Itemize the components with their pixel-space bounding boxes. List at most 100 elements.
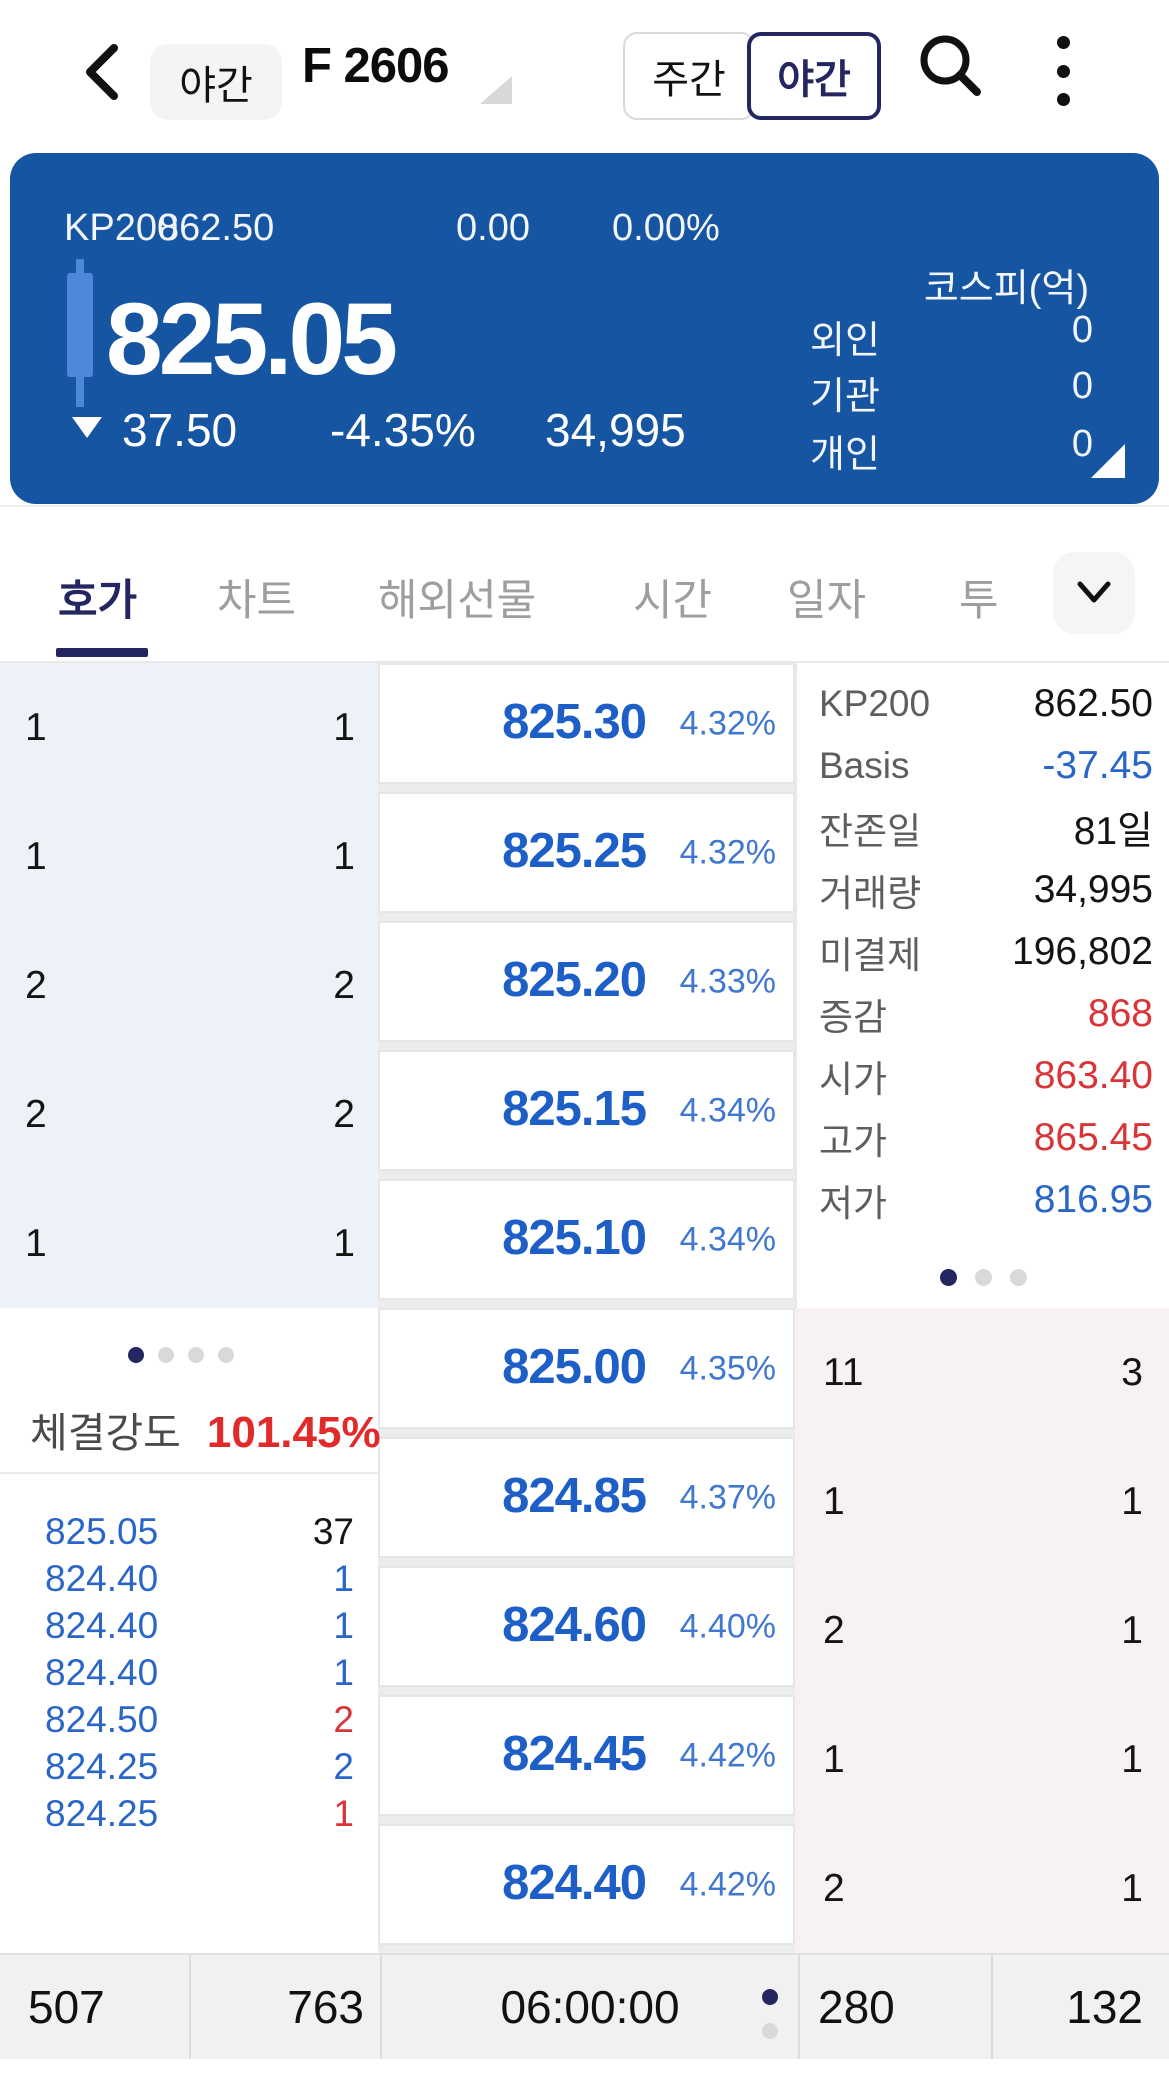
trade-price: 824.25 bbox=[45, 1792, 159, 1834]
trade-tick-panel[interactable]: 체결강도 101.45% 825.05 37 824.40 1 824.40 1… bbox=[0, 1308, 381, 1953]
bid-qty-a: 1 bbox=[823, 1737, 845, 1781]
contract-info-panel[interactable]: KP200 862.50 Basis -37.45 잔존일 81일 거래량 34… bbox=[795, 663, 1169, 1308]
price-pct: 4.33% bbox=[679, 962, 776, 1000]
price: 824.40 bbox=[502, 1855, 647, 1910]
page-dot-active[interactable] bbox=[939, 1269, 957, 1286]
info-row: 증감 868 bbox=[797, 983, 1169, 1045]
price-pct: 4.34% bbox=[679, 1091, 776, 1129]
trade-list[interactable]: 825.05 37 824.40 1 824.40 1 824.40 1 824… bbox=[0, 1508, 378, 1837]
info-row: Basis -37.45 bbox=[797, 735, 1169, 797]
divider bbox=[0, 1472, 378, 1474]
app-header: 야간 F 2606 주간 야간 bbox=[0, 0, 1169, 140]
price: 825.30 bbox=[502, 694, 647, 749]
investor-label: 기관 bbox=[810, 376, 880, 418]
back-icon[interactable] bbox=[80, 42, 128, 102]
strength-value: 101.45% bbox=[206, 1408, 381, 1457]
bid-qty-row[interactable]: 2 1 bbox=[795, 1566, 1169, 1695]
info-pagination-dots[interactable] bbox=[797, 1269, 1169, 1286]
footer-pagination-dots[interactable] bbox=[762, 1955, 780, 2059]
ask-qty-row[interactable]: 2 2 bbox=[0, 921, 378, 1050]
info-label: 미결제 bbox=[819, 935, 922, 976]
info-label: Basis bbox=[819, 745, 910, 786]
total-bid-qty: 280 bbox=[800, 1955, 993, 2059]
ask-qty-row[interactable]: 2 2 bbox=[0, 1050, 378, 1179]
bid-quantity-panel[interactable]: 11 3 1 1 2 1 1 1 2 1 bbox=[795, 1308, 1169, 1953]
page-dot[interactable] bbox=[218, 1347, 234, 1363]
info-label: 잔존일 bbox=[819, 811, 922, 852]
price-pct: 4.34% bbox=[679, 1220, 776, 1258]
bid-qty-row[interactable]: 1 1 bbox=[795, 1695, 1169, 1824]
page-dot-active[interactable] bbox=[762, 1989, 778, 2005]
tab-daily[interactable]: 일자 bbox=[787, 577, 867, 625]
bid-qty-a: 1 bbox=[823, 1479, 845, 1523]
ask-price-cell[interactable]: 825.30 4.32% bbox=[378, 663, 795, 784]
price: 825.10 bbox=[502, 1210, 647, 1265]
ask-qty-b: 2 bbox=[333, 1092, 355, 1136]
quote-summary-panel[interactable]: KP200 862.50 0.00 0.00% 825.05 37.50 -4.… bbox=[10, 153, 1159, 504]
ask-qty-row[interactable]: 1 1 bbox=[0, 1179, 378, 1308]
info-label: KP200 bbox=[819, 683, 931, 724]
tab-investor[interactable]: 투 bbox=[959, 577, 999, 625]
ask-qty-b: 1 bbox=[333, 705, 355, 749]
trade-row: 825.05 37 bbox=[0, 1508, 378, 1555]
page-dot[interactable] bbox=[188, 1347, 204, 1363]
bid-qty-row[interactable]: 2 1 bbox=[795, 1824, 1169, 1953]
bid-price-cell[interactable]: 824.45 4.42% bbox=[378, 1695, 795, 1816]
ask-price-cell[interactable]: 825.20 4.33% bbox=[378, 921, 795, 1042]
ask-qty-row[interactable]: 1 1 bbox=[0, 792, 378, 921]
info-label: 증감 bbox=[819, 997, 888, 1038]
tab-time[interactable]: 시간 bbox=[633, 577, 713, 625]
bid-price-cell[interactable]: 824.85 4.37% bbox=[378, 1437, 795, 1558]
session-mode-pill[interactable]: 야간 bbox=[150, 44, 282, 120]
ask-price-cell[interactable]: 825.15 4.34% bbox=[378, 1050, 795, 1171]
info-value: 865.45 bbox=[1033, 1116, 1153, 1159]
tab-overseas-futures[interactable]: 해외선물 bbox=[378, 577, 537, 625]
strength-label: 체결강도 bbox=[30, 1410, 181, 1456]
total-ask-qty: 763 bbox=[191, 1955, 382, 2059]
bid-qty-b: 1 bbox=[1121, 1866, 1143, 1910]
trade-qty: 1 bbox=[333, 1604, 354, 1646]
bid-price-cell[interactable]: 825.00 4.35% bbox=[378, 1308, 795, 1429]
total-ask-count: 507 bbox=[0, 1955, 191, 2059]
ask-price-cell[interactable]: 825.25 4.32% bbox=[378, 792, 795, 913]
more-menu-icon[interactable] bbox=[1048, 36, 1078, 106]
search-icon[interactable] bbox=[915, 30, 985, 100]
tab-expand-button[interactable] bbox=[1053, 552, 1135, 634]
page-dot[interactable] bbox=[974, 1269, 992, 1286]
ask-quantity-panel[interactable]: 1 1 1 1 2 2 2 2 1 1 bbox=[0, 663, 378, 1308]
price: 824.60 bbox=[502, 1597, 647, 1652]
info-row: 잔존일 81일 bbox=[797, 797, 1169, 859]
page-dot-active[interactable] bbox=[128, 1347, 144, 1363]
info-value: 816.95 bbox=[1033, 1178, 1153, 1221]
title-dropdown-icon[interactable] bbox=[480, 76, 512, 104]
price-pct: 4.40% bbox=[679, 1607, 776, 1645]
bid-qty-row[interactable]: 11 3 bbox=[795, 1308, 1169, 1437]
tab-chart[interactable]: 차트 bbox=[217, 577, 297, 625]
page-dot[interactable] bbox=[762, 2023, 778, 2039]
price: 824.45 bbox=[502, 1726, 647, 1781]
price: 825.15 bbox=[502, 1081, 647, 1136]
session-segmented-control: 주간 야간 bbox=[623, 32, 881, 120]
session-clock-cell: 06:00:00 bbox=[382, 1955, 800, 2059]
order-book: 1 1 1 1 2 2 2 2 1 1 825.30 4.32% 825.25 … bbox=[0, 663, 1169, 1953]
bid-qty-b: 3 bbox=[1121, 1350, 1143, 1394]
ask-qty-row[interactable]: 1 1 bbox=[0, 663, 378, 792]
index-change-pct: 0.00% bbox=[612, 207, 720, 249]
page-dot[interactable] bbox=[1009, 1269, 1027, 1286]
info-label: 거래량 bbox=[819, 873, 922, 914]
expand-corner-icon[interactable] bbox=[1091, 444, 1125, 478]
tab-orderbook[interactable]: 호가 bbox=[58, 577, 138, 625]
page-title[interactable]: F 2606 bbox=[302, 39, 450, 93]
segment-day-button[interactable]: 주간 bbox=[623, 32, 755, 120]
left-pagination-dots[interactable] bbox=[128, 1347, 234, 1363]
bid-price-cell[interactable]: 824.40 4.42% bbox=[378, 1824, 795, 1945]
trade-qty: 37 bbox=[312, 1510, 354, 1552]
trade-row: 824.40 1 bbox=[0, 1602, 378, 1649]
ask-price-cell[interactable]: 825.10 4.34% bbox=[378, 1179, 795, 1300]
investor-value: 0 bbox=[1071, 423, 1093, 465]
segment-night-button[interactable]: 야간 bbox=[747, 32, 881, 120]
page-dot[interactable] bbox=[158, 1347, 174, 1363]
bid-qty-row[interactable]: 1 1 bbox=[795, 1437, 1169, 1566]
trade-qty: 2 bbox=[333, 1698, 354, 1740]
bid-price-cell[interactable]: 824.60 4.40% bbox=[378, 1566, 795, 1687]
